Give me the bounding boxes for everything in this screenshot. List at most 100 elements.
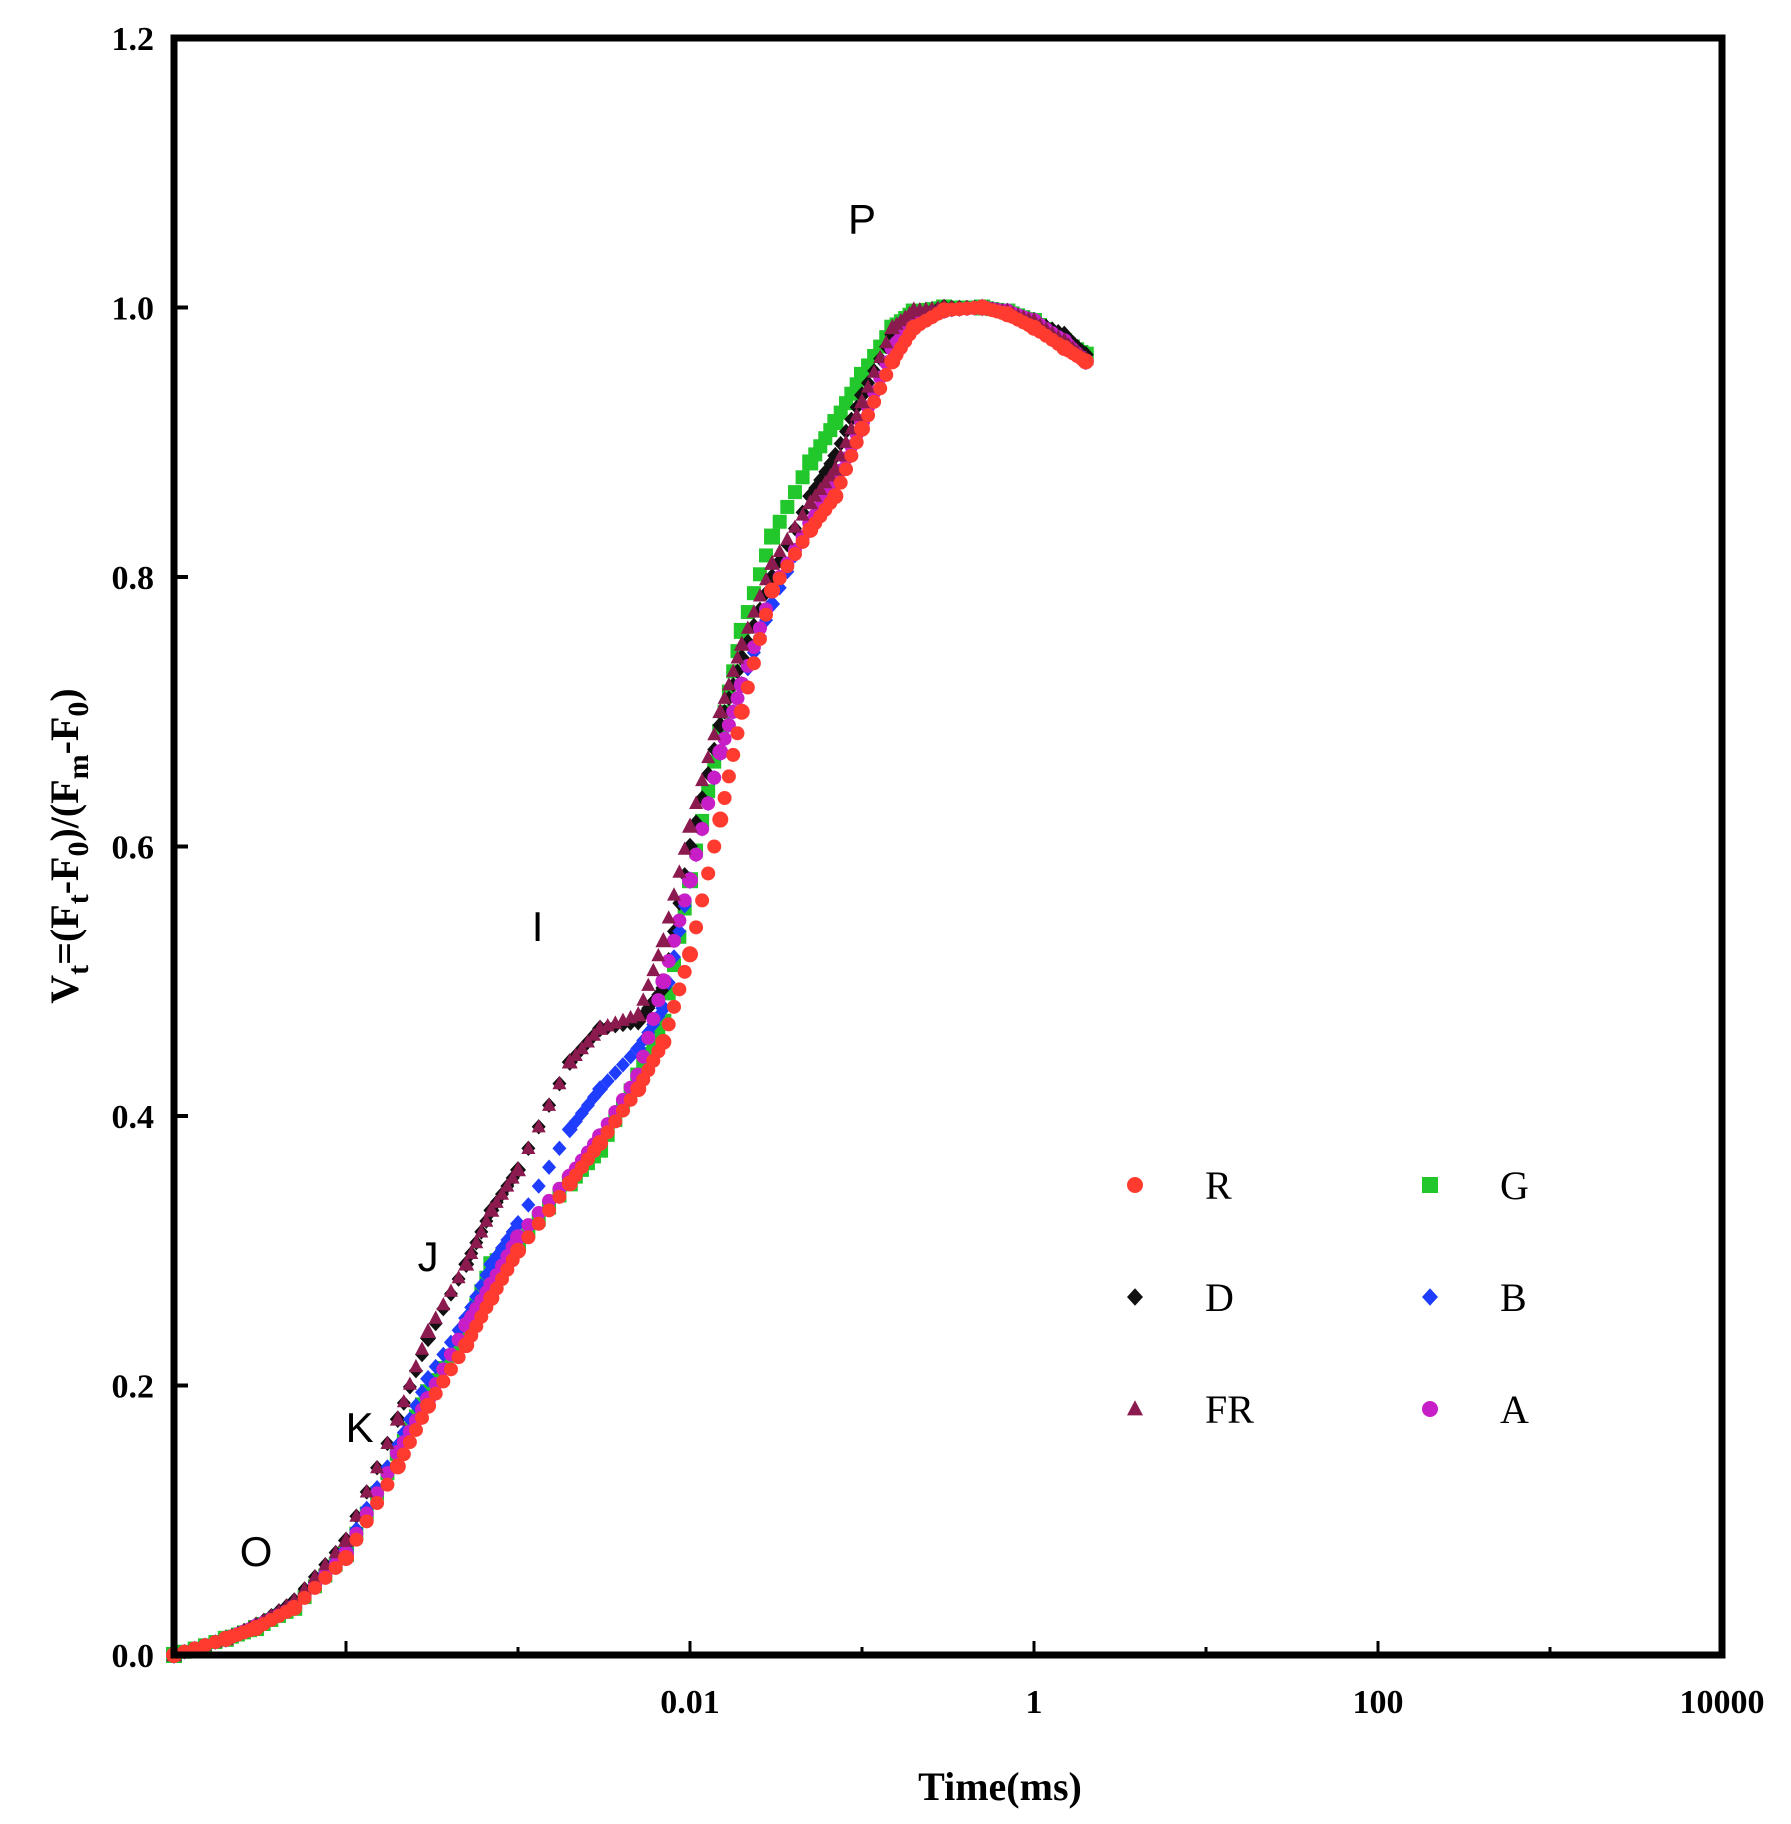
data-point: [1077, 353, 1094, 370]
data-point: [436, 1296, 451, 1311]
data-point: [542, 1159, 557, 1175]
data-point: [730, 663, 745, 680]
data-point: [759, 548, 774, 563]
data-point: [420, 1397, 437, 1414]
y-tick-label: 0.6: [112, 830, 155, 867]
data-point: [682, 817, 698, 833]
data-point: [552, 1140, 567, 1157]
data-point: [721, 769, 736, 784]
data-point: [879, 367, 894, 382]
data-point: [415, 1410, 430, 1425]
data-point: [500, 1232, 515, 1248]
data-point: [474, 1224, 489, 1238]
data-point: [839, 434, 854, 448]
phase-label-i: I: [532, 903, 544, 950]
data-point: [764, 554, 781, 570]
data-point: [695, 772, 710, 787]
data-point: [396, 1447, 411, 1462]
y-tick-label: 1.0: [112, 291, 155, 328]
plot-frame: [170, 34, 1726, 1659]
data-point: [608, 1114, 623, 1129]
data-point: [730, 726, 745, 741]
data-point: [701, 866, 716, 881]
data-point: [695, 821, 710, 836]
data-point: [879, 334, 894, 349]
series-fr: [166, 298, 1094, 1662]
data-point: [389, 1458, 406, 1475]
data-point: [839, 462, 854, 477]
data-point: [646, 1011, 661, 1026]
data-point: [623, 1092, 638, 1107]
data-point: [420, 1322, 437, 1338]
data-point: [483, 1201, 500, 1217]
data-point: [489, 1194, 504, 1208]
data-point: [451, 1350, 466, 1365]
legend-label: FR: [1205, 1387, 1254, 1432]
data-point: [726, 747, 741, 762]
data-point: [746, 604, 761, 618]
data-point: [615, 1057, 630, 1073]
data-point: [380, 1477, 395, 1492]
data-point: [349, 1508, 364, 1522]
data-point: [717, 790, 732, 805]
data-point: [328, 1560, 343, 1575]
data-point: [726, 677, 741, 693]
data-point: [495, 1186, 510, 1200]
legend-label: R: [1205, 1163, 1232, 1208]
data-point: [682, 837, 698, 856]
phase-label-p: P: [848, 195, 876, 242]
data-point: [772, 543, 787, 557]
data-point: [443, 1362, 458, 1377]
data-point: [505, 1170, 520, 1184]
data-point: [615, 1103, 630, 1118]
data-point: [867, 394, 882, 409]
data-point: [707, 726, 722, 741]
data-point: [510, 1161, 526, 1177]
data-point: [574, 1105, 589, 1122]
data-point: [833, 448, 848, 462]
data-point: [833, 475, 848, 490]
data-point: [592, 1134, 609, 1151]
legend: R G D B FR A: [1127, 1163, 1529, 1432]
data-point: [521, 1140, 536, 1154]
legend-item-r: R: [1127, 1163, 1232, 1208]
legend-item-a: A: [1422, 1387, 1529, 1432]
data-point: [772, 514, 787, 529]
data-point: [510, 1242, 526, 1259]
data-point: [600, 1073, 615, 1089]
y-tick-label: 0.2: [112, 1369, 155, 1406]
data-point: [795, 507, 810, 521]
data-point: [677, 964, 692, 979]
phase-label-o: O: [240, 1528, 273, 1575]
phase-label-k: K: [346, 1404, 374, 1451]
legend-item-fr: FR: [1127, 1387, 1254, 1432]
data-point: [451, 1270, 466, 1284]
data-point: [873, 349, 888, 363]
data-point: [479, 1213, 494, 1227]
data-point: [717, 731, 732, 746]
data-point: [415, 1341, 430, 1355]
data-point: [818, 474, 833, 489]
x-tick-label: 1: [1026, 1684, 1043, 1721]
data-point: [428, 1310, 443, 1324]
phase-annotations: O K J I P: [240, 195, 876, 1575]
data-point: [849, 435, 864, 450]
data-point: [574, 1040, 589, 1055]
data-point: [318, 1570, 333, 1585]
data-point: [733, 635, 750, 651]
data-point: [764, 582, 781, 599]
data-point: [746, 656, 761, 671]
data-point: [542, 1203, 557, 1218]
data-point: [695, 893, 710, 908]
legend-swatch: [1422, 1177, 1438, 1193]
data-point: [689, 920, 704, 935]
data-point: [402, 1435, 417, 1450]
data-point: [721, 677, 736, 691]
data-point: [651, 947, 666, 962]
data-point: [682, 872, 698, 889]
data-point: [854, 420, 870, 437]
data-point: [552, 1189, 567, 1204]
data-point: [787, 547, 802, 562]
x-tick-label: 0.01: [660, 1684, 720, 1721]
